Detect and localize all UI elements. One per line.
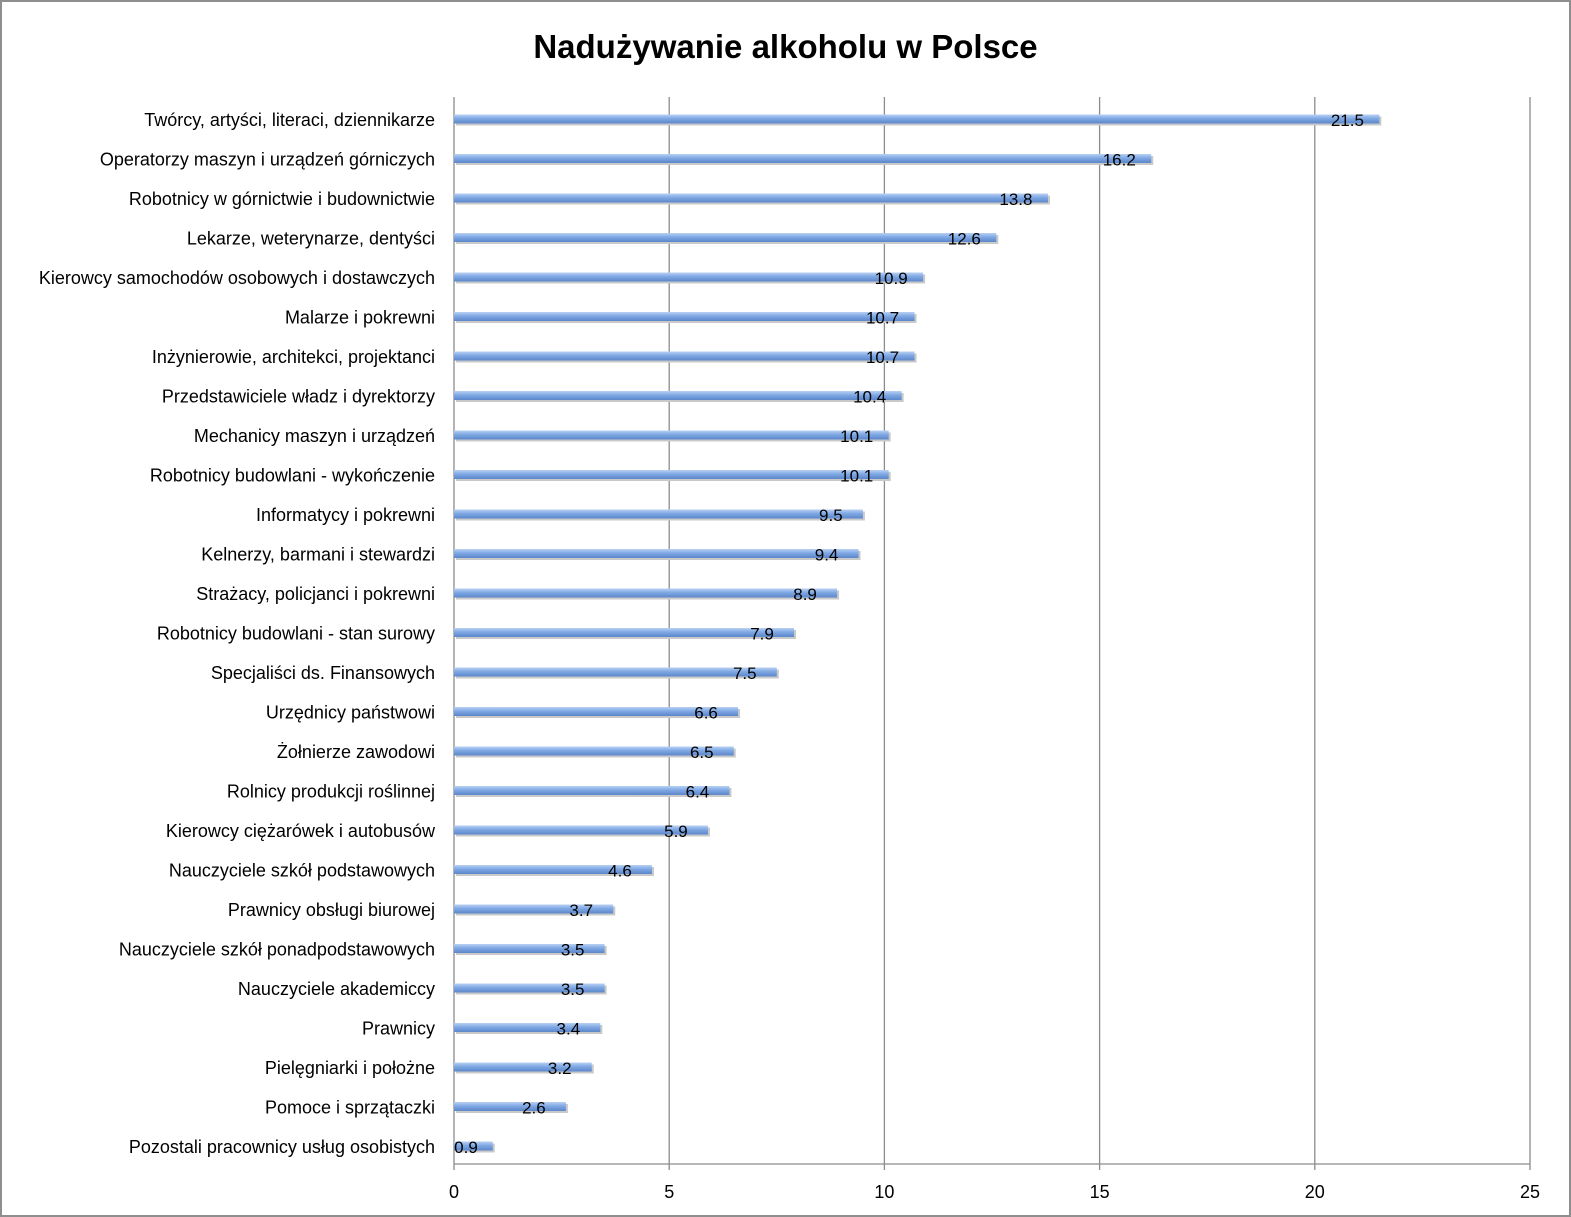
category-label: Rolnicy produkcji roślinnej bbox=[227, 782, 435, 802]
data-label: 10.9 bbox=[875, 269, 908, 288]
x-tick-label: 25 bbox=[1520, 1182, 1540, 1202]
data-label: 2.6 bbox=[522, 1099, 546, 1118]
category-label: Nauczyciele szkół ponadpodstawowych bbox=[119, 940, 435, 960]
category-label: Przedstawiciele władz i dyrektorzy bbox=[162, 387, 435, 407]
bar bbox=[454, 154, 1152, 163]
category-label: Urzędnicy państwowi bbox=[266, 703, 435, 723]
category-label: Prawnicy obsługi biurowej bbox=[228, 900, 435, 920]
bar bbox=[454, 549, 859, 558]
category-label: Żołnierze zawodowi bbox=[277, 742, 435, 762]
category-label: Specjaliści ds. Finansowych bbox=[211, 663, 435, 683]
data-label: 9.5 bbox=[819, 506, 843, 525]
data-label: 12.6 bbox=[948, 230, 981, 249]
bar bbox=[454, 1141, 493, 1151]
data-label: 4.6 bbox=[608, 862, 632, 881]
data-label: 10.7 bbox=[866, 348, 899, 367]
data-label: 16.2 bbox=[1103, 151, 1136, 170]
bar bbox=[454, 470, 889, 479]
category-label: Pozostali pracownicy usług osobistych bbox=[129, 1137, 435, 1157]
bar bbox=[454, 509, 863, 519]
data-label: 8.9 bbox=[793, 585, 817, 604]
bar bbox=[454, 1062, 592, 1072]
bar bbox=[454, 114, 1380, 124]
bar bbox=[454, 351, 915, 361]
category-label: Informatycy i pokrewni bbox=[256, 505, 435, 525]
category-label: Malarze i pokrewni bbox=[285, 308, 435, 328]
bars bbox=[454, 114, 1382, 1153]
category-label: Pomoce i sprzątaczki bbox=[265, 1098, 435, 1118]
bar bbox=[454, 786, 730, 795]
category-label: Nauczyciele akademiccy bbox=[238, 979, 435, 999]
bar bbox=[454, 944, 605, 953]
data-labels: 21.5 16.2 13.8 12.6 10.9 10.7 10.7 10.4 10.1 10.1… bbox=[454, 111, 1364, 1157]
category-label: Nauczyciele szkół podstawowych bbox=[169, 861, 435, 881]
category-label: Robotnicy budowlani - stan surowy bbox=[157, 624, 435, 644]
category-label: Twórcy, artyści, literaci, dziennikarze bbox=[144, 110, 435, 130]
bar bbox=[454, 667, 777, 677]
bar bbox=[454, 391, 902, 400]
data-label: 21.5 bbox=[1331, 111, 1364, 130]
data-label: 3.2 bbox=[548, 1059, 572, 1078]
category-label: Strażacy, policjanci i pokrewni bbox=[196, 584, 435, 604]
data-label: 10.4 bbox=[853, 388, 886, 407]
bar bbox=[454, 746, 734, 756]
x-tick-label: 0 bbox=[449, 1182, 459, 1202]
data-label: 3.7 bbox=[569, 901, 593, 920]
bar bbox=[454, 1023, 601, 1032]
data-label: 10.1 bbox=[840, 467, 873, 486]
category-label: Operatorzy maszyn i urządzeń górniczych bbox=[100, 150, 435, 170]
data-label: 10.7 bbox=[866, 309, 899, 328]
data-label: 7.5 bbox=[733, 664, 757, 683]
bar bbox=[454, 272, 924, 282]
data-label: 6.5 bbox=[690, 743, 714, 762]
data-label: 10.1 bbox=[840, 427, 873, 446]
bar bbox=[454, 825, 708, 835]
x-tick-label: 10 bbox=[874, 1182, 894, 1202]
category-label: Lekarze, weterynarze, dentyści bbox=[187, 229, 435, 249]
data-label: 3.5 bbox=[561, 941, 585, 960]
bar bbox=[454, 430, 889, 440]
category-label: Prawnicy bbox=[362, 1019, 435, 1039]
category-label: Kelnerzy, barmani i stewardzi bbox=[201, 545, 435, 565]
category-label: Inżynierowie, architekci, projektanci bbox=[152, 347, 435, 367]
data-label: 0.9 bbox=[454, 1138, 478, 1157]
category-label: Kierowcy samochodów osobowych i dostawcz… bbox=[39, 268, 435, 288]
data-label: 6.4 bbox=[686, 783, 710, 802]
category-label: Pielęgniarki i położne bbox=[265, 1058, 435, 1078]
category-labels: Twórcy, artyści, literaci, dziennikarze O… bbox=[39, 110, 436, 1157]
data-label: 3.5 bbox=[561, 980, 585, 999]
category-label: Robotnicy budowlani - wykończenie bbox=[150, 466, 435, 486]
bar bbox=[454, 983, 605, 993]
data-label: 5.9 bbox=[664, 822, 688, 841]
x-tick-label: 5 bbox=[664, 1182, 674, 1202]
bar bbox=[454, 588, 838, 598]
data-label: 13.8 bbox=[999, 190, 1032, 209]
bar bbox=[454, 233, 997, 242]
bar bbox=[454, 628, 795, 637]
x-tick-label: 15 bbox=[1090, 1182, 1110, 1202]
bar bbox=[454, 904, 614, 914]
bar bbox=[454, 865, 652, 874]
data-label: 9.4 bbox=[815, 546, 839, 565]
chart-title: Nadużywanie alkoholu w Polsce bbox=[533, 28, 1038, 65]
category-label: Mechanicy maszyn i urządzeń bbox=[194, 426, 435, 446]
data-label: 7.9 bbox=[750, 625, 774, 644]
category-label: Robotnicy w górnictwie i budownictwie bbox=[129, 189, 435, 209]
bar bbox=[454, 707, 739, 716]
category-label: Kierowcy ciężarówek i autobusów bbox=[166, 821, 436, 841]
data-label: 6.6 bbox=[694, 704, 718, 723]
x-tick-label: 20 bbox=[1305, 1182, 1325, 1202]
bar bbox=[454, 1102, 566, 1111]
bar bbox=[454, 193, 1048, 203]
bar bbox=[454, 312, 915, 321]
data-label: 3.4 bbox=[557, 1020, 581, 1039]
x-axis-tick-labels: 0 5 10 15 20 25 bbox=[449, 1182, 1540, 1202]
